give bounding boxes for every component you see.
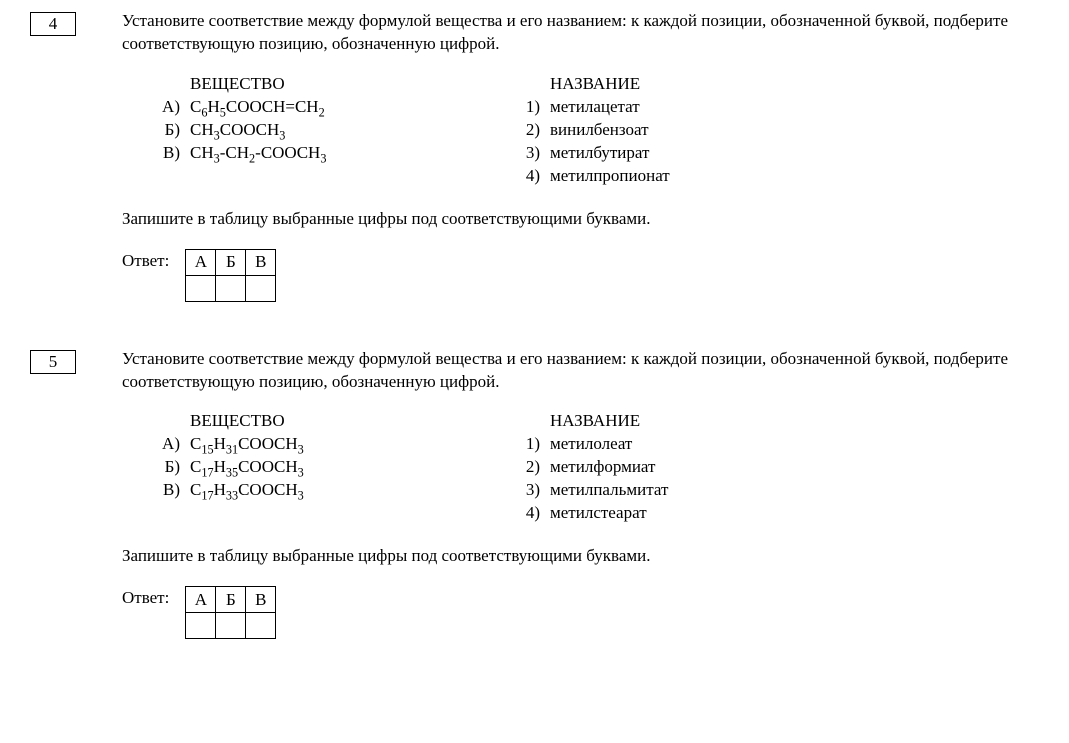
task-block: 5 Установите соответствие между формулой … (30, 348, 1039, 666)
task-prompt: Установите соответствие между формулой в… (122, 10, 1039, 56)
substance-item: Б)C17H35COOCH3 (156, 456, 522, 479)
substance-item: Б)CH3COOCH3 (156, 119, 522, 142)
substance-name: метилпальмитат (550, 479, 668, 502)
substance-column: ВЕЩЕСТВОА)C15H31COOCH3Б)C17H35COOCH3В)C1… (122, 411, 522, 525)
substance-item: А)C6H5COOCH=CH2 (156, 96, 522, 119)
name-column: НАЗВАНИЕ1)метилацетат2)винилбензоат3)мет… (522, 74, 670, 188)
task-number-box: 4 (30, 12, 76, 36)
item-number-label: 4) (522, 165, 550, 188)
name-item: 4)метилстеарат (522, 502, 668, 525)
substance-name: метилбутират (550, 142, 670, 165)
task-prompt: Установите соответствие между формулой в… (122, 348, 1039, 394)
answer-input-cell[interactable] (216, 275, 246, 301)
item-number-label: 3) (522, 479, 550, 502)
table-row: АБВ (186, 587, 276, 613)
name-item: 4)метилпропионат (522, 165, 670, 188)
name-item: 3)метилбутират (522, 142, 670, 165)
item-number-label: 2) (522, 456, 550, 479)
answer-header-cell: А (186, 587, 216, 613)
answer-table: АБВ (185, 249, 276, 302)
substance-name: метилформиат (550, 456, 668, 479)
item-letter-label: Б) (156, 456, 190, 479)
answer-block: Ответ: АБВ (122, 249, 1039, 302)
name-item: 1)метилацетат (522, 96, 670, 119)
matching-columns: ВЕЩЕСТВОА)C6H5COOCH=CH2Б)CH3COOCH3В)CH3-… (122, 74, 1039, 188)
matching-columns: ВЕЩЕСТВОА)C15H31COOCH3Б)C17H35COOCH3В)C1… (122, 411, 1039, 525)
answer-header-cell: А (186, 249, 216, 275)
answer-header-cell: Б (216, 587, 246, 613)
chemical-formula: CH3-CH2-COOCH3 (190, 142, 522, 165)
name-header: НАЗВАНИЕ (522, 411, 668, 431)
substance-item: В)C17H33COOCH3 (156, 479, 522, 502)
answer-header-cell: В (246, 249, 276, 275)
chemical-formula: C15H31COOCH3 (190, 433, 522, 456)
task-content: Установите соответствие между формулой в… (122, 10, 1039, 328)
table-row (186, 275, 276, 301)
answer-header-cell: Б (216, 249, 246, 275)
name-item: 2)винилбензоат (522, 119, 670, 142)
item-number-label: 3) (522, 142, 550, 165)
item-letter-label: В) (156, 479, 190, 502)
substance-header: ВЕЩЕСТВО (156, 411, 522, 431)
substance-name: метилацетат (550, 96, 670, 119)
table-row: АБВ (186, 249, 276, 275)
substance-item: А)C15H31COOCH3 (156, 433, 522, 456)
answer-instruction: Запишите в таблицу выбранные цифры под с… (122, 545, 1039, 568)
answer-label: Ответ: (122, 586, 169, 608)
answer-input-cell[interactable] (216, 613, 246, 639)
answer-block: Ответ: АБВ (122, 586, 1039, 639)
substance-name: метилпропионат (550, 165, 670, 188)
substance-name: метилолеат (550, 433, 668, 456)
substance-item: В)CH3-CH2-COOCH3 (156, 142, 522, 165)
chemical-formula: C6H5COOCH=CH2 (190, 96, 522, 119)
answer-label: Ответ: (122, 249, 169, 271)
name-item: 1)метилолеат (522, 433, 668, 456)
substance-header: ВЕЩЕСТВО (156, 74, 522, 94)
answer-table: АБВ (185, 586, 276, 639)
item-letter-label: Б) (156, 119, 190, 142)
chemical-formula: C17H35COOCH3 (190, 456, 522, 479)
table-row (186, 613, 276, 639)
task-number-box: 5 (30, 350, 76, 374)
item-letter-label: А) (156, 433, 190, 456)
chemical-formula: C17H33COOCH3 (190, 479, 522, 502)
answer-input-cell[interactable] (186, 275, 216, 301)
answer-header-cell: В (246, 587, 276, 613)
item-letter-label: В) (156, 142, 190, 165)
answer-input-cell[interactable] (246, 613, 276, 639)
item-number-label: 1) (522, 433, 550, 456)
item-number-label: 4) (522, 502, 550, 525)
answer-instruction: Запишите в таблицу выбранные цифры под с… (122, 208, 1039, 231)
substance-column: ВЕЩЕСТВОА)C6H5COOCH=CH2Б)CH3COOCH3В)CH3-… (122, 74, 522, 188)
chemical-formula: CH3COOCH3 (190, 119, 522, 142)
name-column: НАЗВАНИЕ1)метилолеат2)метилформиат3)мети… (522, 411, 668, 525)
answer-input-cell[interactable] (246, 275, 276, 301)
answer-input-cell[interactable] (186, 613, 216, 639)
name-header: НАЗВАНИЕ (522, 74, 670, 94)
name-item: 3)метилпальмитат (522, 479, 668, 502)
name-item: 2)метилформиат (522, 456, 668, 479)
item-letter-label: А) (156, 96, 190, 119)
item-number-label: 1) (522, 96, 550, 119)
substance-name: метилстеарат (550, 502, 668, 525)
task-block: 4 Установите соответствие между формулой … (30, 10, 1039, 328)
item-number-label: 2) (522, 119, 550, 142)
task-content: Установите соответствие между формулой в… (122, 348, 1039, 666)
substance-name: винилбензоат (550, 119, 670, 142)
